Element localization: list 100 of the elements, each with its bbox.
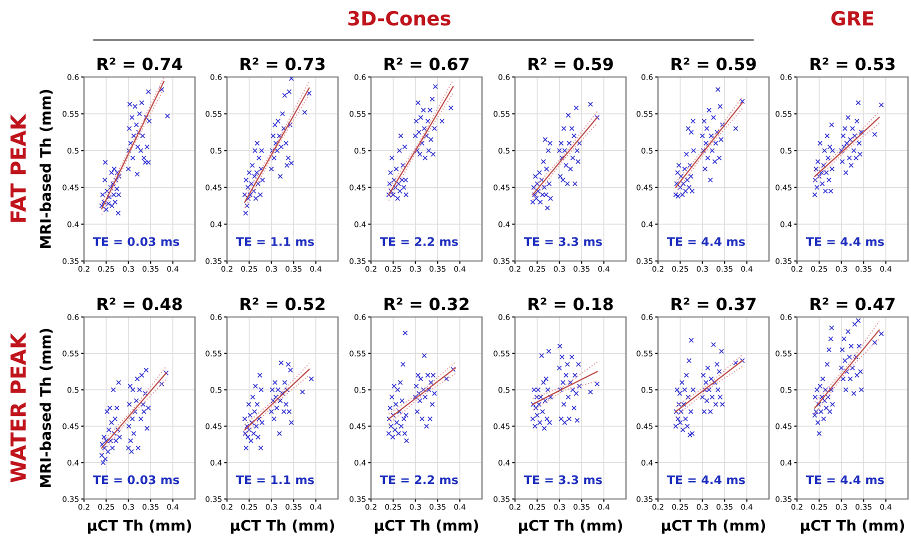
point [564,162,569,168]
point [858,387,864,392]
point [141,155,146,160]
text: GRE [831,10,874,26]
point [418,376,424,382]
point [686,184,692,190]
text: TE = 4.4 ms [806,237,884,246]
text: FAT PEAK [10,114,26,222]
point [818,140,823,146]
point [740,358,745,364]
point [428,137,434,142]
point [126,148,132,154]
point [274,405,280,411]
point [112,200,118,205]
point [248,412,253,418]
point [426,148,432,154]
point [856,100,861,106]
point [816,402,822,407]
point [675,170,680,176]
point [576,159,581,164]
point [824,133,830,138]
point [250,394,256,400]
point [134,172,140,177]
point [272,155,277,160]
point [530,416,536,422]
point [141,409,146,414]
point [398,424,404,429]
text: TE = 4.4 ms [806,475,884,484]
point [704,126,710,132]
point [840,133,846,138]
point [286,89,292,94]
point [715,387,720,392]
point [539,353,544,358]
point [102,178,108,183]
point [260,420,265,426]
point [740,98,745,104]
point [414,148,420,154]
point [570,387,576,392]
point [114,405,120,411]
point [718,348,724,354]
point [159,87,164,92]
point [829,122,834,128]
point [872,132,878,137]
point [278,174,283,179]
point [540,409,546,414]
point [430,96,435,102]
point [246,427,252,432]
point [109,420,114,426]
point [840,159,845,164]
point [100,460,106,466]
point [531,184,536,190]
point [288,368,293,373]
point [815,159,820,164]
point [144,114,149,120]
text: TE = 4.4 ms [666,237,745,246]
point [105,449,110,454]
point [854,118,860,124]
point [716,369,722,374]
point [308,376,314,382]
point [101,434,106,440]
point [396,409,402,414]
point [548,394,554,400]
point [394,420,400,426]
point [257,372,262,378]
point [448,105,454,110]
point [424,424,430,429]
point [673,424,678,429]
point [428,416,433,422]
x-axis-title: µCT Th (mm) [800,520,904,534]
point [718,394,723,400]
chart-title: R² = 0.59 [672,58,756,70]
point [244,178,249,183]
point [574,148,580,154]
text: TE = 3.3 ms [524,475,602,484]
point [679,380,684,386]
point [146,89,151,94]
point [858,369,863,374]
point [850,365,856,370]
point [401,416,406,422]
point [258,387,264,392]
point [252,409,258,414]
point [272,380,278,386]
point [542,137,548,142]
point [252,174,258,179]
point [418,114,424,120]
point [546,148,551,154]
point [560,354,565,360]
point [814,166,819,172]
point [128,438,134,444]
point [703,380,708,386]
point [826,155,831,160]
point [146,405,151,411]
text: TE = 4.4 ms [666,475,745,484]
point [104,409,110,414]
point [388,405,393,411]
point [812,192,818,198]
point [432,126,437,132]
point [677,390,682,396]
point [100,192,106,198]
point [534,196,539,201]
